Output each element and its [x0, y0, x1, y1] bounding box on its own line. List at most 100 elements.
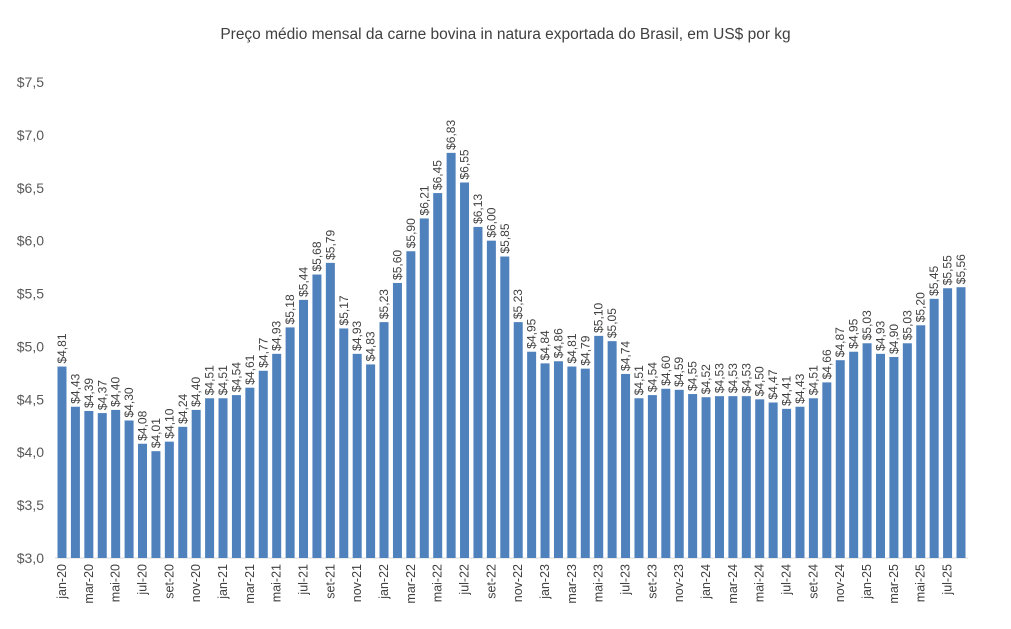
- data-label: $4,59: [672, 356, 686, 386]
- data-label: $4,53: [739, 363, 753, 393]
- bar: [111, 409, 121, 558]
- bar: [540, 363, 550, 558]
- bar: [849, 351, 859, 558]
- bar: [218, 398, 228, 558]
- bar: [392, 282, 402, 558]
- data-label: $5,17: [337, 295, 351, 325]
- bar: [647, 395, 657, 558]
- data-label: $4,51: [632, 365, 646, 395]
- x-tick-label: jul-25: [941, 564, 955, 596]
- y-tick-label: $5,5: [17, 286, 44, 302]
- bar: [808, 398, 818, 558]
- data-label: $4,50: [753, 366, 767, 396]
- bar: [943, 288, 953, 558]
- bar: [164, 441, 174, 558]
- y-tick-label: $7,0: [17, 127, 44, 143]
- bar: [741, 396, 751, 558]
- x-tick-label: nov-21: [350, 564, 364, 602]
- y-tick-label: $6,0: [17, 233, 44, 249]
- data-label: $4,10: [162, 408, 176, 438]
- data-label: $4,55: [686, 361, 700, 391]
- bar: [875, 353, 885, 558]
- bar: [500, 256, 510, 558]
- x-tick-label: jul-20: [136, 564, 150, 596]
- data-label: $4,40: [189, 377, 203, 407]
- x-tick-label: mai-20: [109, 564, 123, 602]
- x-tick-label: mar-22: [404, 564, 418, 604]
- bar: [178, 426, 188, 558]
- data-label: $4,81: [565, 333, 579, 363]
- data-label: $5,10: [592, 303, 606, 333]
- bar: [661, 388, 671, 558]
- bar: [84, 410, 94, 558]
- data-label: $4,39: [82, 378, 96, 408]
- data-label: $6,21: [417, 185, 431, 215]
- data-label: $4,93: [270, 320, 284, 350]
- y-tick-label: $4,0: [17, 444, 44, 460]
- x-tick-label: mar-25: [887, 564, 901, 604]
- bar: [688, 394, 698, 558]
- bar: [634, 398, 644, 558]
- data-label: $4,43: [793, 373, 807, 403]
- data-label: $5,03: [900, 310, 914, 340]
- data-label: $5,60: [390, 250, 404, 280]
- bar: [124, 420, 134, 558]
- data-label: $4,74: [619, 341, 633, 371]
- bar: [379, 322, 389, 558]
- bar: [929, 298, 939, 558]
- bar: [419, 218, 429, 558]
- data-label: $4,24: [176, 393, 190, 423]
- bar: [205, 398, 215, 558]
- data-label: $5,23: [377, 289, 391, 319]
- bar: [956, 287, 966, 558]
- data-label: $4,40: [109, 377, 123, 407]
- bar: [325, 262, 335, 558]
- x-tick-label: mar-20: [82, 564, 96, 604]
- data-label: $4,08: [136, 410, 150, 440]
- data-label: $4,01: [149, 418, 163, 448]
- bar: [299, 299, 309, 558]
- x-tick-label: nov-20: [189, 564, 203, 602]
- bar: [607, 341, 617, 558]
- data-label: $4,52: [699, 364, 713, 394]
- data-label: $4,84: [538, 330, 552, 360]
- x-tick-label: jul-24: [780, 564, 794, 596]
- bar: [580, 368, 590, 558]
- bar: [258, 370, 268, 558]
- x-tick-label: jul-22: [458, 564, 472, 596]
- x-tick-label: set-23: [645, 564, 659, 599]
- bar: [460, 182, 470, 558]
- bar: [513, 322, 523, 558]
- data-label: $5,03: [860, 310, 874, 340]
- bar: [862, 343, 872, 558]
- data-label: $4,86: [551, 328, 565, 358]
- y-tick-label: $6,5: [17, 180, 44, 196]
- y-tick-label: $4,5: [17, 391, 44, 407]
- data-label: $4,43: [68, 373, 82, 403]
- data-label: $4,51: [806, 365, 820, 395]
- bar: [527, 351, 537, 558]
- bar: [473, 226, 483, 558]
- bar: [902, 343, 912, 558]
- x-tick-label: mai-22: [431, 564, 445, 602]
- data-label: $6,00: [484, 207, 498, 237]
- bar: [553, 361, 563, 558]
- data-label: $4,83: [364, 331, 378, 361]
- data-label: $4,66: [820, 349, 834, 379]
- bar: [889, 357, 899, 558]
- data-label: $5,68: [310, 241, 324, 271]
- data-label: $4,53: [712, 363, 726, 393]
- chart-title: Preço médio mensal da carne bovina in na…: [220, 26, 791, 43]
- data-label: $4,79: [578, 335, 592, 365]
- y-tick-label: $7,5: [17, 74, 44, 90]
- data-label: $5,45: [927, 265, 941, 295]
- x-tick-label: jul-23: [619, 564, 633, 596]
- data-label: $4,54: [645, 362, 659, 392]
- bar: [728, 396, 738, 558]
- bar: [366, 364, 376, 558]
- bar: [822, 382, 832, 558]
- bar: [312, 274, 322, 558]
- x-tick-label: nov-22: [511, 564, 525, 602]
- y-tick-label: $3,5: [17, 497, 44, 513]
- data-label: $4,93: [350, 320, 364, 350]
